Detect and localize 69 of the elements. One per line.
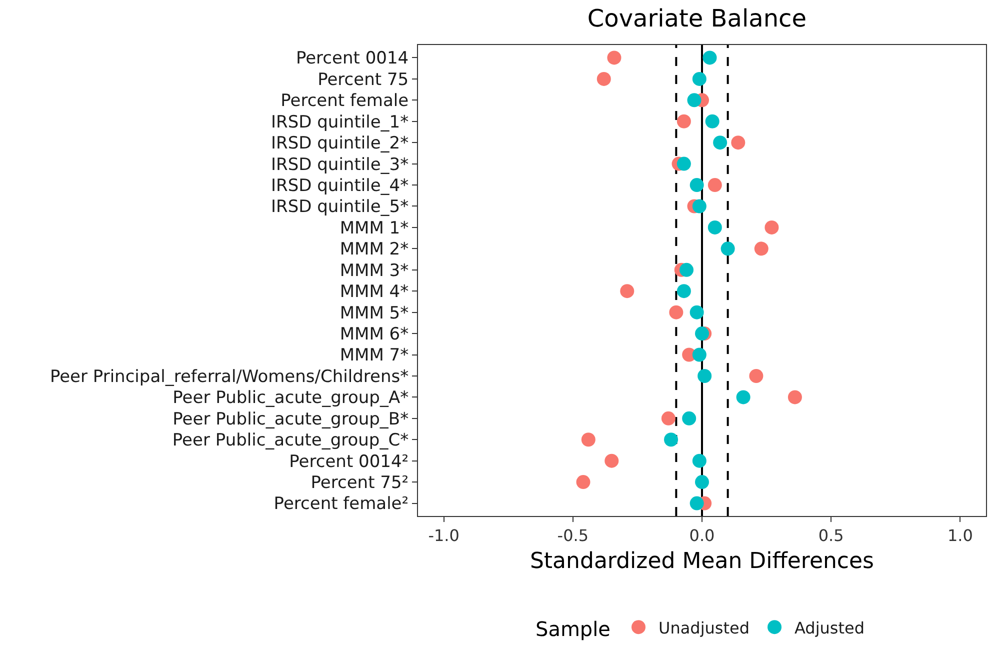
- y-tick-label: MMM 7*: [340, 346, 409, 366]
- y-tick-label: IRSD quintile_4*: [271, 176, 409, 196]
- point: [749, 368, 764, 383]
- point: [731, 136, 746, 150]
- y-tick-label: MMM 6*: [340, 324, 409, 344]
- x-tick-label: 0.0: [689, 526, 715, 546]
- point: [692, 348, 706, 362]
- y-tick-label: IRSD quintile_1*: [271, 112, 409, 132]
- y-tick-label: Percent 75²: [310, 473, 409, 493]
- point: [690, 178, 704, 192]
- x-axis-title: Standardized Mean Differences: [530, 549, 874, 574]
- x-tick-label: -0.5: [557, 526, 589, 546]
- legend-label: Unadjusted: [658, 618, 750, 638]
- point: [680, 262, 694, 277]
- point: [676, 284, 691, 298]
- y-tick-label: Peer Public_acute_group_B*: [172, 409, 409, 430]
- point: [676, 156, 691, 171]
- point: [576, 475, 590, 490]
- y-tick-label: Percent female: [280, 91, 409, 112]
- point: [695, 475, 709, 490]
- point: [698, 368, 712, 383]
- point: [676, 114, 691, 128]
- legend-label: Adjusted: [794, 618, 865, 638]
- point: [720, 242, 735, 256]
- y-tick-label: Peer Public_acute_group_C*: [172, 430, 409, 451]
- point: [713, 136, 728, 150]
- point: [692, 72, 706, 86]
- point: [690, 496, 704, 510]
- y-tick-label: IRSD quintile_2*: [271, 134, 409, 154]
- x-tick-label: -1.0: [428, 526, 460, 546]
- point: [690, 305, 704, 320]
- point: [620, 284, 634, 298]
- point: [705, 114, 720, 128]
- y-tick-label: Percent 0014²: [289, 452, 409, 472]
- point: [736, 390, 750, 404]
- point: [788, 390, 802, 404]
- y-tick-label: MMM 1*: [340, 218, 409, 238]
- y-tick-label: Percent 75: [318, 70, 409, 90]
- point: [581, 432, 596, 447]
- point: [664, 432, 678, 447]
- x-tick-label: 1.0: [947, 526, 973, 546]
- point: [661, 411, 676, 426]
- point: [692, 454, 706, 468]
- y-tick-label: IRSD quintile_5*: [271, 197, 409, 218]
- y-tick-label: MMM 3*: [340, 260, 409, 281]
- point: [708, 178, 722, 192]
- point: [669, 305, 684, 320]
- chart-title: Covariate Balance: [587, 4, 807, 33]
- point: [708, 220, 722, 234]
- y-tick-label: IRSD quintile_3*: [271, 154, 409, 175]
- point: [764, 220, 779, 234]
- y-tick-label: Percent female²: [274, 494, 409, 514]
- y-tick-label: MMM 2*: [340, 240, 409, 260]
- y-tick-label: MMM 5*: [340, 303, 409, 324]
- point: [754, 242, 768, 256]
- y-tick-label: Percent 0014: [296, 48, 409, 69]
- point: [596, 72, 611, 86]
- point: [695, 326, 709, 341]
- x-tick-label: 0.5: [818, 526, 844, 546]
- point: [604, 454, 619, 468]
- y-tick-label: Peer Public_acute_group_A*: [172, 388, 409, 408]
- y-tick-label: MMM 4*: [340, 282, 409, 302]
- point: [687, 93, 702, 108]
- y-tick-label: Peer Principal_referral/Womens/Childrens*: [50, 366, 409, 387]
- point: [692, 199, 706, 214]
- point: [682, 411, 696, 426]
- point: [702, 50, 717, 65]
- point: [607, 50, 622, 65]
- legend-title: Sample: [536, 617, 610, 642]
